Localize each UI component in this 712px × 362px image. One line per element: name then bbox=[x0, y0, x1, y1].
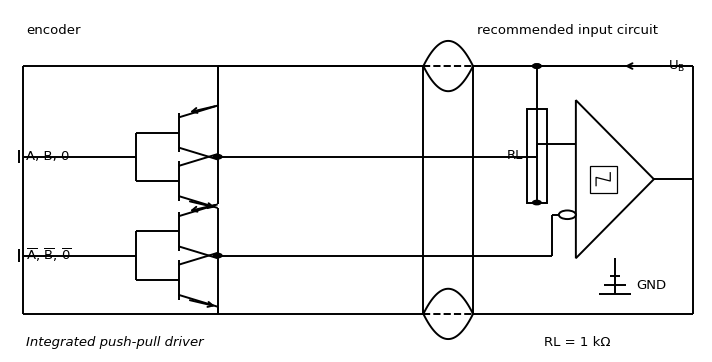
Text: A, B, 0: A, B, 0 bbox=[26, 150, 70, 163]
Text: GND: GND bbox=[636, 279, 666, 292]
Text: Integrated push-pull driver: Integrated push-pull driver bbox=[26, 336, 204, 349]
Circle shape bbox=[533, 64, 541, 68]
Circle shape bbox=[533, 201, 541, 205]
Text: RL = 1 kΩ: RL = 1 kΩ bbox=[544, 336, 610, 349]
Circle shape bbox=[214, 155, 222, 159]
Circle shape bbox=[559, 210, 576, 219]
Circle shape bbox=[214, 253, 222, 258]
Text: U$_{\rm B}$: U$_{\rm B}$ bbox=[668, 59, 686, 73]
Text: RL: RL bbox=[507, 150, 523, 162]
Text: encoder: encoder bbox=[26, 24, 80, 37]
Text: $\overline{\rm A}$, $\overline{\rm B}$, $\overline{\rm 0}$: $\overline{\rm A}$, $\overline{\rm B}$, … bbox=[26, 247, 72, 264]
Bar bbox=[590, 166, 617, 193]
Circle shape bbox=[533, 64, 541, 68]
Text: recommended input circuit: recommended input circuit bbox=[476, 24, 658, 37]
